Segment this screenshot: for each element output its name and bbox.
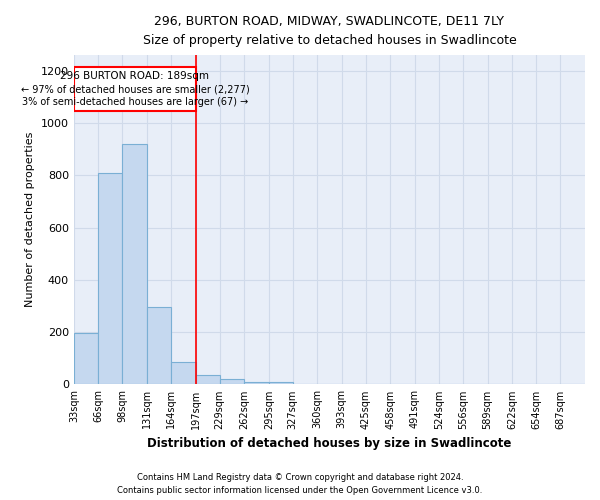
Bar — [74, 334, 98, 384]
Text: Contains HM Land Registry data © Crown copyright and database right 2024.
Contai: Contains HM Land Registry data © Crown c… — [118, 474, 482, 495]
X-axis label: Distribution of detached houses by size in Swadlincote: Distribution of detached houses by size … — [147, 437, 512, 450]
Text: 296 BURTON ROAD: 189sqm: 296 BURTON ROAD: 189sqm — [61, 71, 209, 81]
Text: 3% of semi-detached houses are larger (67) →: 3% of semi-detached houses are larger (6… — [22, 98, 248, 108]
Bar — [220, 379, 244, 384]
Bar — [147, 308, 172, 384]
FancyBboxPatch shape — [74, 67, 196, 112]
Bar — [244, 382, 269, 384]
Bar — [196, 376, 220, 384]
Bar — [98, 172, 122, 384]
Title: 296, BURTON ROAD, MIDWAY, SWADLINCOTE, DE11 7LY
Size of property relative to det: 296, BURTON ROAD, MIDWAY, SWADLINCOTE, D… — [143, 15, 517, 47]
Bar — [269, 382, 293, 384]
Bar — [172, 362, 196, 384]
Y-axis label: Number of detached properties: Number of detached properties — [25, 132, 35, 308]
Bar — [122, 144, 147, 384]
Text: ← 97% of detached houses are smaller (2,277): ← 97% of detached houses are smaller (2,… — [20, 84, 249, 94]
